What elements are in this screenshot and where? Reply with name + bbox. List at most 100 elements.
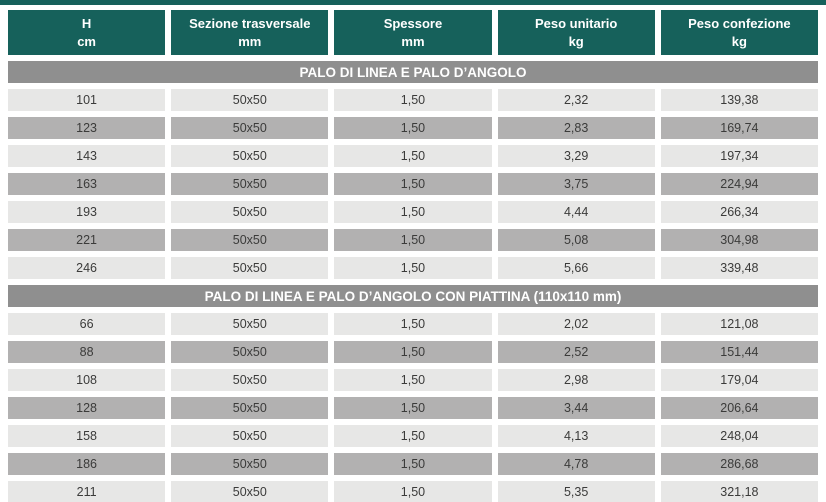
table-cell: 246: [8, 257, 166, 279]
table-row: 123 50x50 1,50 2,83 169,74: [8, 117, 818, 139]
table-cell: 1,50: [334, 481, 492, 502]
table-cell: 1,50: [334, 369, 492, 391]
column-header-peso-unitario: Peso unitario kg: [497, 10, 655, 55]
column-label: Sezione trasversale: [189, 15, 311, 31]
table-cell: 50x50: [171, 313, 329, 335]
table-cell: 2,32: [497, 89, 655, 111]
table-cell: 143: [8, 145, 166, 167]
table-cell: 186: [8, 453, 166, 475]
table-cell: 304,98: [660, 229, 818, 251]
table-row: 143 50x50 1,50 3,29 197,34: [8, 145, 818, 167]
product-spec-table: H cm Sezione trasversale mm Spessore mm …: [2, 4, 824, 502]
table-cell: 50x50: [171, 257, 329, 279]
column-label: Spessore: [383, 15, 443, 31]
column-header-peso-confezione: Peso confezione kg: [660, 10, 818, 55]
table-cell: 2,83: [497, 117, 655, 139]
table-cell: 50x50: [171, 453, 329, 475]
table-cell: 50x50: [171, 425, 329, 447]
section-title: PALO DI LINEA E PALO D’ANGOLO: [8, 61, 818, 83]
table-cell: 5,66: [497, 257, 655, 279]
table-row: 108 50x50 1,50 2,98 179,04: [8, 369, 818, 391]
table-cell: 248,04: [660, 425, 818, 447]
table-cell: 66: [8, 313, 166, 335]
table-cell: 1,50: [334, 425, 492, 447]
table-cell: 1,50: [334, 397, 492, 419]
table-cell: 1,50: [334, 229, 492, 251]
table-cell: 179,04: [660, 369, 818, 391]
column-header-h: H cm: [8, 10, 166, 55]
table-cell: 123: [8, 117, 166, 139]
table-cell: 5,35: [497, 481, 655, 502]
column-unit: kg: [568, 33, 584, 49]
table-cell: 1,50: [334, 341, 492, 363]
table-cell: 4,78: [497, 453, 655, 475]
table-cell: 1,50: [334, 173, 492, 195]
column-unit: mm: [401, 33, 425, 49]
table-cell: 286,68: [660, 453, 818, 475]
table-cell: 50x50: [171, 117, 329, 139]
table-row: 193 50x50 1,50 4,44 266,34: [8, 201, 818, 223]
column-header-sezione: Sezione trasversale mm: [171, 10, 329, 55]
table-row: 88 50x50 1,50 2,52 151,44: [8, 341, 818, 363]
column-label: Peso unitario: [534, 15, 618, 31]
top-accent-bar: [0, 0, 826, 5]
column-unit: kg: [731, 33, 747, 49]
table-cell: 5,08: [497, 229, 655, 251]
table-cell: 1,50: [334, 313, 492, 335]
table-cell: 50x50: [171, 369, 329, 391]
table-cell: 158: [8, 425, 166, 447]
column-header-row: H cm Sezione trasversale mm Spessore mm …: [8, 10, 818, 55]
table-cell: 193: [8, 201, 166, 223]
table-cell: 169,74: [660, 117, 818, 139]
table-cell: 1,50: [334, 89, 492, 111]
table-cell: 128: [8, 397, 166, 419]
table-row: 101 50x50 1,50 2,32 139,38: [8, 89, 818, 111]
table-cell: 206,64: [660, 397, 818, 419]
column-unit: cm: [77, 33, 96, 49]
table-cell: 50x50: [171, 481, 329, 502]
table-row: 246 50x50 1,50 5,66 339,48: [8, 257, 818, 279]
table-cell: 1,50: [334, 117, 492, 139]
section-header-row: PALO DI LINEA E PALO D’ANGOLO CON PIATTI…: [8, 285, 818, 307]
table-row: 221 50x50 1,50 5,08 304,98: [8, 229, 818, 251]
table-cell: 211: [8, 481, 166, 502]
section-header-row: PALO DI LINEA E PALO D’ANGOLO: [8, 61, 818, 83]
table-cell: 3,29: [497, 145, 655, 167]
table-row: 128 50x50 1,50 3,44 206,64: [8, 397, 818, 419]
table-cell: 108: [8, 369, 166, 391]
table-cell: 1,50: [334, 453, 492, 475]
table-cell: 50x50: [171, 229, 329, 251]
table-cell: 50x50: [171, 341, 329, 363]
table-cell: 266,34: [660, 201, 818, 223]
table-cell: 1,50: [334, 257, 492, 279]
table-cell: 221: [8, 229, 166, 251]
column-label: H: [81, 15, 92, 31]
table-cell: 224,94: [660, 173, 818, 195]
table-cell: 50x50: [171, 173, 329, 195]
column-header-spessore: Spessore mm: [334, 10, 492, 55]
table-row: 211 50x50 1,50 5,35 321,18: [8, 481, 818, 502]
column-label: Peso confezione: [688, 15, 791, 31]
table-cell: 151,44: [660, 341, 818, 363]
table-cell: 1,50: [334, 145, 492, 167]
table-cell: 50x50: [171, 89, 329, 111]
table-cell: 50x50: [171, 397, 329, 419]
table-cell: 3,44: [497, 397, 655, 419]
table-row: 186 50x50 1,50 4,78 286,68: [8, 453, 818, 475]
table-cell: 197,34: [660, 145, 818, 167]
table-cell: 50x50: [171, 145, 329, 167]
table-cell: 121,08: [660, 313, 818, 335]
table-cell: 163: [8, 173, 166, 195]
section-title: PALO DI LINEA E PALO D’ANGOLO CON PIATTI…: [8, 285, 818, 307]
table-cell: 321,18: [660, 481, 818, 502]
table-cell: 139,38: [660, 89, 818, 111]
table-row: 163 50x50 1,50 3,75 224,94: [8, 173, 818, 195]
table-cell: 2,02: [497, 313, 655, 335]
table-cell: 4,44: [497, 201, 655, 223]
table-cell: 4,13: [497, 425, 655, 447]
table-row: 66 50x50 1,50 2,02 121,08: [8, 313, 818, 335]
table-cell: 2,98: [497, 369, 655, 391]
table-cell: 2,52: [497, 341, 655, 363]
table-cell: 50x50: [171, 201, 329, 223]
